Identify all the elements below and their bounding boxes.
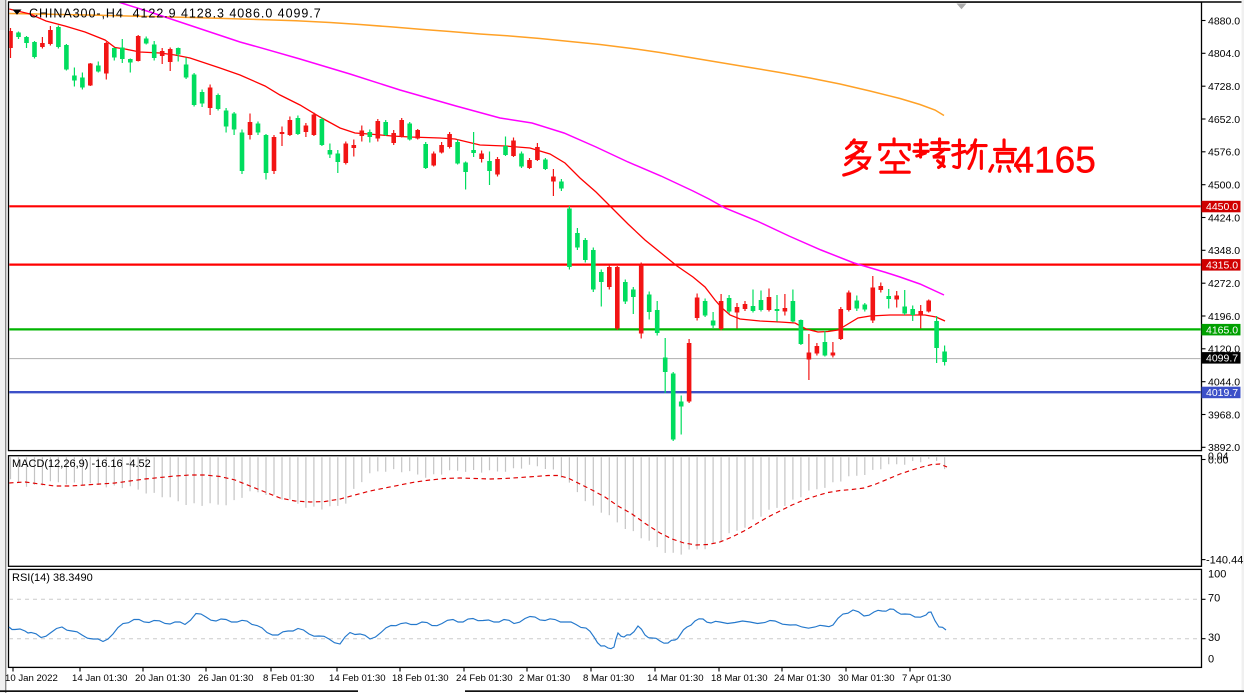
svg-text:4165.0: 4165.0	[1206, 324, 1238, 336]
svg-text:CHINA300-,H4 4122.9 4128.3 40: CHINA300-,H4 4122.9 4128.3 4086.0 4099.7	[29, 7, 322, 21]
svg-text:18 Feb 01:30: 18 Feb 01:30	[392, 673, 449, 684]
svg-text:14 Feb 01:30: 14 Feb 01:30	[329, 673, 386, 684]
svg-text:RSI(14) 38.3490: RSI(14) 38.3490	[12, 572, 93, 584]
svg-text:4804.0: 4804.0	[1208, 48, 1240, 60]
svg-text:70: 70	[1208, 593, 1220, 605]
svg-text:2 Mar 01:30: 2 Mar 01:30	[519, 673, 570, 684]
svg-text:24 Mar 01:30: 24 Mar 01:30	[774, 673, 831, 684]
svg-text:4315.0: 4315.0	[1206, 260, 1238, 272]
svg-text:4880.0: 4880.0	[1208, 15, 1240, 27]
svg-text:14 Mar 01:30: 14 Mar 01:30	[647, 673, 704, 684]
svg-text:10 Jan 2022: 10 Jan 2022	[5, 673, 58, 684]
svg-text:100: 100	[1208, 569, 1226, 581]
svg-text:4450.0: 4450.0	[1206, 201, 1238, 213]
svg-text:4424.0: 4424.0	[1208, 212, 1240, 224]
svg-text:18 Mar 01:30: 18 Mar 01:30	[711, 673, 768, 684]
svg-text:8 Feb 01:30: 8 Feb 01:30	[263, 673, 314, 684]
svg-text:4165: 4165	[1014, 140, 1096, 181]
svg-text:24 Feb 01:30: 24 Feb 01:30	[456, 673, 513, 684]
svg-text:4728.0: 4728.0	[1208, 81, 1240, 93]
svg-text:4272.0: 4272.0	[1208, 278, 1240, 290]
svg-text:4196.0: 4196.0	[1208, 311, 1240, 323]
svg-text:8 Mar 01:30: 8 Mar 01:30	[583, 673, 634, 684]
svg-text:-140.44: -140.44	[1206, 555, 1243, 567]
svg-text:30: 30	[1208, 632, 1220, 644]
svg-text:4576.0: 4576.0	[1208, 147, 1240, 159]
svg-text:20 Jan 01:30: 20 Jan 01:30	[135, 673, 190, 684]
svg-text:14 Jan 01:30: 14 Jan 01:30	[72, 673, 127, 684]
svg-text:4019.7: 4019.7	[1206, 387, 1238, 399]
svg-text:26 Jan 01:30: 26 Jan 01:30	[198, 673, 253, 684]
svg-text:MACD(12,26,9) -16.16 -4.52: MACD(12,26,9) -16.16 -4.52	[12, 458, 151, 470]
svg-text:30 Mar 01:30: 30 Mar 01:30	[838, 673, 895, 684]
svg-text:4348.0: 4348.0	[1208, 245, 1240, 257]
svg-text:0: 0	[1208, 654, 1214, 666]
svg-text:4099.7: 4099.7	[1206, 353, 1238, 365]
svg-text:7 Apr 01:30: 7 Apr 01:30	[902, 673, 951, 684]
svg-text:4500.0: 4500.0	[1208, 180, 1240, 192]
svg-text:4652.0: 4652.0	[1208, 114, 1240, 126]
svg-text:0.00: 0.00	[1208, 455, 1229, 467]
svg-text:3968.0: 3968.0	[1208, 409, 1240, 421]
